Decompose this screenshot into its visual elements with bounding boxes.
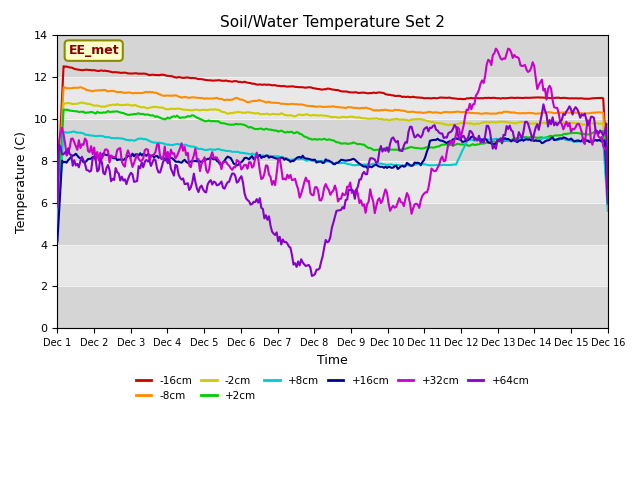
+32cm xyxy=(54,204,61,209)
-2cm xyxy=(122,102,130,108)
Line: -2cm: -2cm xyxy=(58,102,608,216)
-16cm xyxy=(54,194,61,200)
+16cm xyxy=(54,239,61,244)
Y-axis label: Temperature (C): Temperature (C) xyxy=(15,131,28,233)
+64cm xyxy=(577,115,584,120)
Line: +16cm: +16cm xyxy=(58,137,608,241)
Line: +8cm: +8cm xyxy=(58,132,608,230)
X-axis label: Time: Time xyxy=(317,354,348,367)
-8cm xyxy=(296,101,303,107)
+16cm xyxy=(121,156,129,162)
+8cm xyxy=(247,151,255,157)
-2cm xyxy=(54,213,61,219)
+64cm xyxy=(604,185,612,191)
-8cm xyxy=(77,84,84,90)
+2cm xyxy=(122,111,130,117)
+64cm xyxy=(218,179,225,184)
Bar xyxy=(58,287,608,328)
+64cm xyxy=(245,198,253,204)
-2cm xyxy=(219,109,227,115)
Bar xyxy=(58,119,608,161)
-16cm xyxy=(60,63,67,69)
-2cm xyxy=(237,109,245,115)
+32cm xyxy=(236,161,244,167)
+2cm xyxy=(575,131,582,136)
+8cm xyxy=(219,147,227,153)
+8cm xyxy=(604,208,612,214)
+2cm xyxy=(54,216,61,222)
-16cm xyxy=(296,84,303,90)
Bar xyxy=(58,287,608,328)
-16cm xyxy=(575,96,582,101)
-8cm xyxy=(122,90,130,96)
-2cm xyxy=(296,112,303,118)
+64cm xyxy=(54,200,61,206)
+2cm xyxy=(60,107,67,113)
+8cm xyxy=(122,137,130,143)
+16cm xyxy=(236,160,244,166)
Title: Soil/Water Temperature Set 2: Soil/Water Temperature Set 2 xyxy=(220,15,445,30)
Line: +2cm: +2cm xyxy=(58,110,608,219)
+64cm xyxy=(540,101,547,107)
Bar xyxy=(58,36,608,77)
Bar xyxy=(58,245,608,287)
+32cm xyxy=(245,159,253,165)
+32cm xyxy=(294,186,302,192)
+2cm xyxy=(296,131,303,137)
+32cm xyxy=(604,201,612,206)
Bar xyxy=(58,77,608,119)
+8cm xyxy=(54,227,61,233)
+8cm xyxy=(575,138,582,144)
-8cm xyxy=(54,204,61,210)
+32cm xyxy=(577,124,584,130)
Line: -8cm: -8cm xyxy=(58,87,608,207)
-8cm xyxy=(247,99,255,105)
+32cm xyxy=(504,46,512,51)
Bar xyxy=(58,119,608,161)
+32cm xyxy=(408,211,415,216)
+16cm xyxy=(575,138,582,144)
+16cm xyxy=(245,156,253,162)
+2cm xyxy=(237,121,245,127)
+8cm xyxy=(70,129,78,134)
+2cm xyxy=(604,202,612,207)
+16cm xyxy=(294,155,302,160)
-2cm xyxy=(575,120,582,126)
+8cm xyxy=(296,156,303,162)
-8cm xyxy=(237,96,245,102)
-16cm xyxy=(122,70,130,76)
+8cm xyxy=(237,150,245,156)
+16cm xyxy=(604,199,612,205)
Text: EE_met: EE_met xyxy=(68,44,119,57)
Legend: -16cm, -8cm, -2cm, +2cm, +8cm, +16cm, +32cm, +64cm: -16cm, -8cm, -2cm, +2cm, +8cm, +16cm, +3… xyxy=(132,372,534,405)
Bar xyxy=(58,36,608,77)
+16cm xyxy=(218,162,225,168)
+2cm xyxy=(247,124,255,130)
-16cm xyxy=(237,79,245,85)
-16cm xyxy=(604,182,612,188)
-16cm xyxy=(247,80,255,86)
-2cm xyxy=(247,110,255,116)
Bar xyxy=(58,203,608,245)
+32cm xyxy=(218,166,225,172)
-8cm xyxy=(575,110,582,116)
Bar xyxy=(58,203,608,245)
-8cm xyxy=(604,191,612,196)
-2cm xyxy=(78,99,86,105)
-2cm xyxy=(604,197,612,203)
-8cm xyxy=(219,97,227,103)
+2cm xyxy=(219,120,227,126)
-16cm xyxy=(219,78,227,84)
+64cm xyxy=(308,273,316,279)
Line: -16cm: -16cm xyxy=(58,66,608,197)
+64cm xyxy=(294,259,302,264)
Line: +32cm: +32cm xyxy=(58,48,608,214)
+64cm xyxy=(236,175,244,181)
+32cm xyxy=(121,164,129,169)
+16cm xyxy=(469,134,477,140)
+64cm xyxy=(121,176,129,182)
Bar xyxy=(58,161,608,203)
Line: +64cm: +64cm xyxy=(58,104,608,276)
